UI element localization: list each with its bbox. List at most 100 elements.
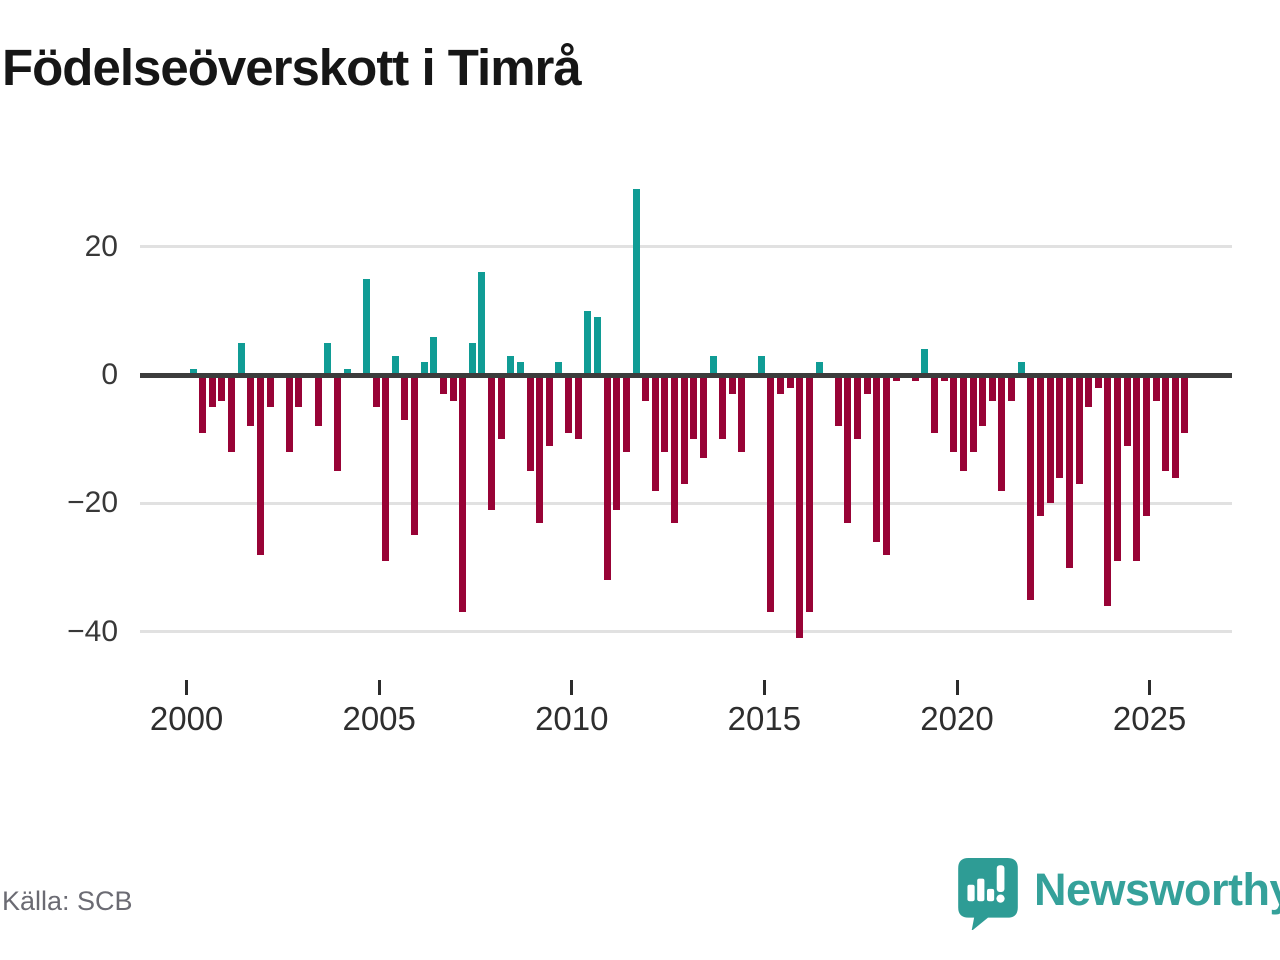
bar-2020-Q4 xyxy=(988,375,996,401)
newsworthy-logo: Newsworthy xyxy=(956,856,1280,930)
bar-2018-Q2 xyxy=(892,375,900,382)
bar-2002-Q4 xyxy=(295,375,303,408)
gridline--20 xyxy=(140,501,1232,505)
bar-2023-Q2 xyxy=(1085,375,1093,408)
bar-2020-Q1 xyxy=(959,375,967,472)
bar-2000-Q3 xyxy=(208,375,216,408)
bar-2006-Q4 xyxy=(449,375,457,401)
bar-2003-Q3 xyxy=(324,342,332,375)
bar-2007-Q3 xyxy=(478,272,486,375)
bar-2002-Q1 xyxy=(266,375,274,408)
bar-2019-Q2 xyxy=(931,375,938,433)
x-axis-label-2020: 2020 xyxy=(920,700,994,737)
bar-2013-Q3 xyxy=(709,355,717,375)
bar-2004-Q4 xyxy=(372,375,380,408)
bar-2011-Q2 xyxy=(622,375,630,452)
bar-2022-Q4 xyxy=(1065,375,1073,568)
logo-exclamation-stroke xyxy=(996,865,1005,892)
bar-2011-Q1 xyxy=(613,375,621,510)
bar-2004-Q1 xyxy=(343,368,351,375)
bar-2002-Q3 xyxy=(285,375,293,452)
gridline-20 xyxy=(140,245,1232,249)
x-axis-tick-2000 xyxy=(185,680,189,695)
bar-2009-Q1 xyxy=(536,375,544,523)
bar-2012-Q2 xyxy=(661,375,669,452)
bar-2010-Q3 xyxy=(594,317,601,375)
bar-2012-Q4 xyxy=(680,375,688,485)
y-axis-label: 20 xyxy=(84,229,118,263)
bar-2001-Q2 xyxy=(237,342,245,375)
bar-2010-Q1 xyxy=(574,375,582,440)
bar-2000-Q1 xyxy=(189,368,197,375)
bar-2019-Q3 xyxy=(940,375,948,382)
bar-2006-Q2 xyxy=(430,336,438,375)
bar-2012-Q1 xyxy=(651,375,659,491)
logo-bar-1 xyxy=(967,884,975,902)
logo-bar-3 xyxy=(986,888,995,902)
bar-2014-Q2 xyxy=(738,375,746,452)
bar-2006-Q3 xyxy=(439,375,447,395)
bar-2017-Q4 xyxy=(873,375,881,542)
bar-2022-Q1 xyxy=(1036,375,1044,517)
bar-2008-Q4 xyxy=(526,375,534,472)
gridline--40 xyxy=(140,630,1232,634)
bar-2018-Q4 xyxy=(911,375,919,382)
bar-2016-Q4 xyxy=(834,375,842,427)
bar-2022-Q3 xyxy=(1056,375,1064,478)
bar-2005-Q4 xyxy=(411,375,418,536)
bar-2000-Q4 xyxy=(218,375,226,401)
x-axis-tick-2005 xyxy=(377,680,381,695)
zero-axis-line xyxy=(140,372,1232,378)
bar-2010-Q4 xyxy=(603,375,611,581)
bar-2025-Q2 xyxy=(1162,375,1170,472)
source-text: Källa: SCB xyxy=(2,886,133,916)
bar-2019-Q1 xyxy=(921,349,929,375)
bar-2010-Q2 xyxy=(584,310,592,375)
bar-2013-Q2 xyxy=(699,375,707,459)
bar-2007-Q1 xyxy=(459,375,467,613)
bar-2022-Q2 xyxy=(1046,375,1054,504)
x-axis-label-2000: 2000 xyxy=(149,700,224,737)
bar-2016-Q1 xyxy=(805,375,813,613)
bar-2015-Q1 xyxy=(767,375,775,613)
bar-2020-Q3 xyxy=(979,375,987,427)
bar-2025-Q4 xyxy=(1181,375,1189,433)
bar-2023-Q4 xyxy=(1104,375,1112,606)
bar-2003-Q2 xyxy=(314,375,322,427)
x-axis-tick-2020 xyxy=(955,680,959,695)
bar-2009-Q2 xyxy=(545,375,553,446)
bar-2007-Q2 xyxy=(468,342,476,375)
bar-2013-Q1 xyxy=(690,375,698,440)
bar-2018-Q1 xyxy=(882,375,890,555)
bar-2001-Q1 xyxy=(228,375,235,452)
x-axis-label-2015: 2015 xyxy=(727,700,802,737)
newsworthy-logo-text: Newsworthy xyxy=(1034,864,1280,915)
bar-2014-Q4 xyxy=(757,355,765,375)
x-axis-label-2025: 2025 xyxy=(1112,700,1187,737)
y-axis-label: 0 xyxy=(101,358,118,391)
x-axis-tick-2015 xyxy=(762,680,766,695)
bar-2023-Q3 xyxy=(1094,375,1102,388)
bar-2025-Q3 xyxy=(1171,375,1179,478)
bar-2001-Q3 xyxy=(247,375,255,427)
bar-2012-Q3 xyxy=(671,375,678,523)
bar-2015-Q3 xyxy=(786,375,794,388)
plot-area: 20 0 −20 −40 2000 2005 2010 2015 2020 2025 xyxy=(0,160,1280,760)
logo-exclamation-dot xyxy=(996,894,1005,903)
bar-2024-Q4 xyxy=(1142,375,1150,517)
bar-2017-Q1 xyxy=(844,375,852,523)
bar-2019-Q4 xyxy=(950,375,958,452)
newsworthy-logo-icon xyxy=(958,858,1018,930)
x-axis-tick-2025 xyxy=(1148,680,1152,695)
bar-2004-Q3 xyxy=(362,278,370,375)
x-axis-label-2005: 2005 xyxy=(342,700,416,737)
bar-2005-Q2 xyxy=(391,355,399,375)
y-axis-label: −20 xyxy=(67,486,118,520)
bar-2021-Q4 xyxy=(1027,375,1035,600)
bar-2021-Q1 xyxy=(998,375,1006,491)
x-axis-tick-2010 xyxy=(570,680,574,695)
bar-2011-Q3 xyxy=(632,188,640,375)
bar-2000-Q2 xyxy=(199,375,207,433)
bar-2015-Q4 xyxy=(796,375,804,639)
bar-2011-Q4 xyxy=(642,375,650,401)
